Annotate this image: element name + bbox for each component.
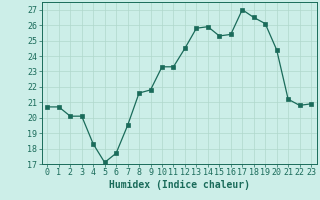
X-axis label: Humidex (Indice chaleur): Humidex (Indice chaleur): [109, 180, 250, 190]
